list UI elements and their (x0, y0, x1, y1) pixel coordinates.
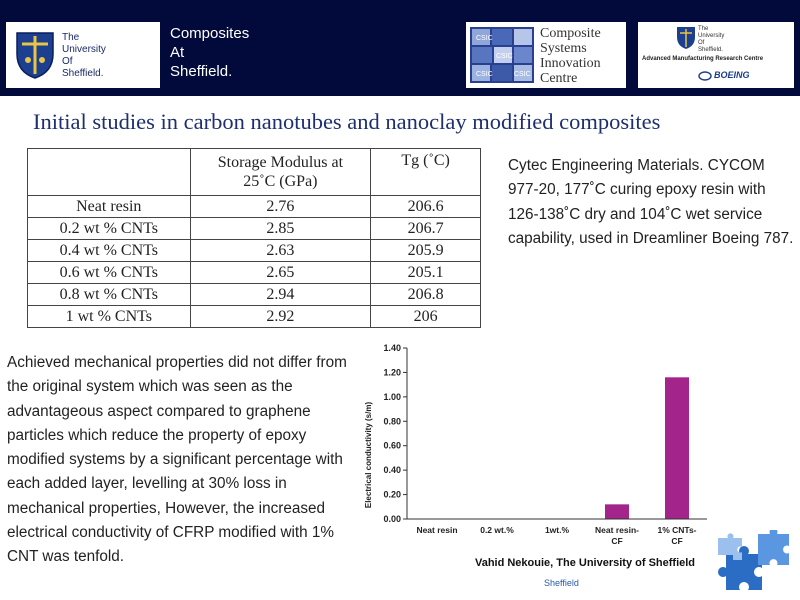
x-tick-label: Neat resin (416, 525, 457, 535)
x-tick-label: Neat resin- (595, 525, 639, 535)
properties-table: Storage Modulus at 25˚C (GPa) Tg (˚C) Ne… (27, 148, 481, 328)
page-title: Initial studies in carbon nanotubes and … (33, 109, 661, 134)
table-row: 0.4 wt % CNTs 2.63 205.9 (27, 239, 481, 262)
table-cell: Neat resin (27, 195, 191, 218)
table-cell: 1 wt % CNTs (27, 305, 191, 328)
table-cell: 205.9 (370, 239, 481, 262)
table-cell: 0.8 wt % CNTs (27, 283, 191, 306)
y-tick-label: 0.60 (383, 441, 401, 451)
x-tick-label: 0.2 wt.% (480, 525, 514, 535)
storage-modulus-header: Storage Modulus at 25˚C (GPa) (217, 154, 344, 190)
header-banner: The University Of Sheffield. Composites … (0, 0, 800, 96)
y-axis-label-group: Electrical conductivity (s/m) (364, 402, 373, 509)
csic-logo[interactable]: CSIC CSIC CSIC CSIC Composite Systems In… (466, 22, 626, 88)
table-cell: 206.6 (370, 195, 481, 218)
table-header-row: Storage Modulus at 25˚C (GPa) Tg (˚C) (27, 148, 481, 196)
csic-mosaic-icon: CSIC CSIC CSIC CSIC (470, 27, 534, 83)
crest-icon (677, 27, 695, 49)
table-row: 0.6 wt % CNTs 2.65 205.1 (27, 261, 481, 284)
csic-tile-text: CSIC (514, 71, 531, 78)
table-row: 1 wt % CNTs 2.92 206 (27, 305, 481, 328)
table-cell: 0.6 wt % CNTs (27, 261, 191, 284)
table-header-cell (27, 148, 191, 196)
csic-tile-text: CSIC (476, 71, 493, 78)
y-ticks: 0.00 0.20 0.40 0.60 0.80 1.00 1.20 1.40 (383, 343, 407, 524)
puzzle-icon (718, 530, 789, 590)
crest-icon (16, 32, 54, 79)
boeing-logo-icon (698, 71, 712, 81)
table-header-cell: Tg (˚C) (370, 148, 481, 196)
x-tick-label: 1wt.% (545, 525, 570, 535)
y-tick-label: 0.40 (383, 465, 401, 475)
csic-tile-text: CSIC (476, 35, 493, 42)
csic-tile-text: CSIC (496, 53, 513, 60)
table-cell: 2.94 (189, 283, 372, 306)
brand-title: Composites At Sheffield. (170, 25, 250, 80)
y-tick-label: 1.40 (383, 343, 401, 353)
footer-text: Sheffield (544, 578, 579, 588)
x-labels: Neat resin 0.2 wt.% 1wt.% Neat resin-CF1% C… (416, 525, 696, 546)
table-cell: 206.7 (370, 217, 481, 240)
table-cell: 206 (370, 305, 481, 328)
university-name: The University Of Sheffield. (62, 32, 106, 79)
university-logo[interactable]: The University Of Sheffield. (6, 22, 160, 88)
table-cell: 205.1 (370, 261, 481, 284)
y-axis-label: Electrical conductivity (s/m) (364, 402, 373, 509)
x-tick-label: 1% CNTs- (657, 525, 696, 535)
results-summary: Achieved mechanical properties did not d… (7, 354, 347, 566)
table-cell: 206.8 (370, 283, 481, 306)
conductivity-chart: Electrical conductivity (s/m) 0.000.200.… (357, 331, 712, 577)
y-tick-label: 0.00 (383, 514, 401, 524)
table-row: Neat resin 2.76 206.6 (27, 195, 481, 218)
y-tick-label: 0.80 (383, 416, 401, 426)
csic-name: Composite Systems Innovation Centre (540, 26, 601, 86)
y-tick-label: 0.20 (383, 490, 401, 500)
bar (665, 377, 689, 519)
table-cell: 2.63 (189, 239, 372, 262)
table-cell: 0.2 wt % CNTs (27, 217, 191, 240)
table-cell: 2.76 (189, 195, 372, 218)
table-cell: 2.65 (189, 261, 372, 284)
amrc-university-name: The University Of Sheffield. (698, 26, 725, 53)
credit-caption: Vahid Nekouie, The University of Sheffie… (462, 557, 708, 569)
table-cell: 0.4 wt % CNTs (27, 239, 191, 262)
table-row: 0.8 wt % CNTs 2.94 206.8 (27, 283, 481, 306)
x-tick-label: CF (671, 536, 682, 546)
material-description: Cytec Engineering Materials. CYCOM 977-2… (508, 157, 794, 247)
table-row: 0.2 wt % CNTs 2.85 206.7 (27, 217, 481, 240)
amrc-boeing-logo[interactable]: The University Of Sheffield. Advanced Ma… (638, 22, 794, 88)
boeing-label: BOEING (714, 70, 750, 80)
y-tick-label: 1.00 (383, 392, 401, 402)
table-cell: 2.92 (189, 305, 372, 328)
bars (605, 377, 689, 519)
amrc-label: Advanced Manufacturing Research Centre (642, 56, 764, 62)
table-cell: 2.85 (189, 217, 372, 240)
bar (605, 504, 629, 519)
x-tick-label: CF (611, 536, 622, 546)
y-tick-label: 1.20 (383, 367, 401, 377)
table-header-cell: Storage Modulus at 25˚C (GPa) (189, 148, 372, 196)
